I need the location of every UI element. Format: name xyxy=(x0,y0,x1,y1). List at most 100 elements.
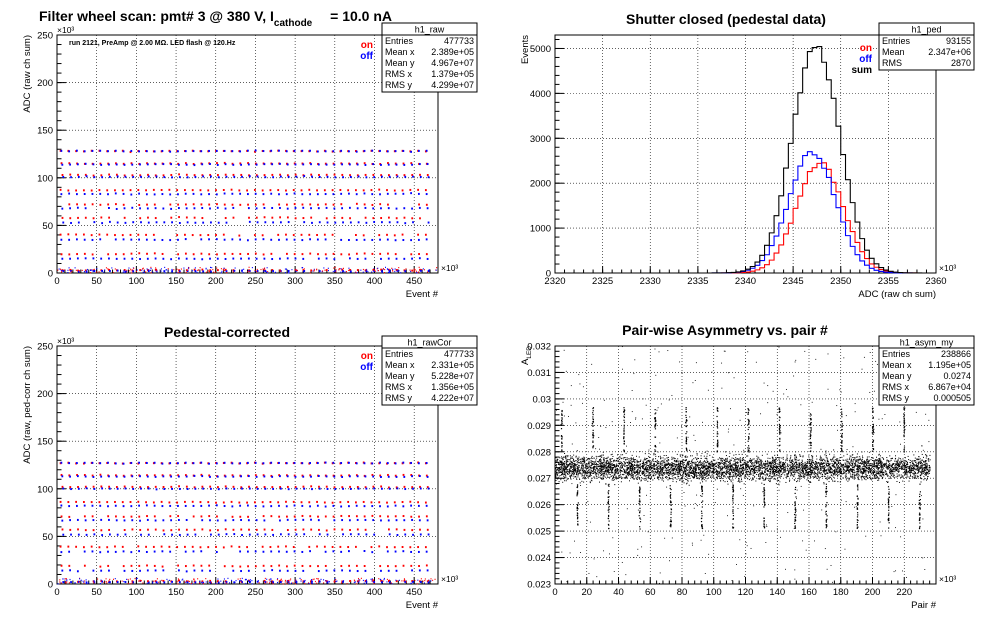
off-marker xyxy=(122,505,125,508)
off-marker xyxy=(185,207,188,210)
off-marker xyxy=(417,462,420,465)
asym-point xyxy=(563,475,565,477)
on-marker xyxy=(217,174,219,177)
asym-point xyxy=(772,461,774,463)
asym-point xyxy=(890,465,892,467)
off-marker xyxy=(107,193,109,196)
asym-point xyxy=(869,470,871,472)
asym-point xyxy=(728,466,730,468)
asym-point xyxy=(858,465,860,467)
asym-point xyxy=(667,470,669,472)
asym-point xyxy=(826,457,828,459)
asym-point xyxy=(709,454,711,456)
noise-marker xyxy=(296,269,298,272)
asym-point xyxy=(638,473,640,475)
off-marker xyxy=(395,519,398,522)
noise-marker xyxy=(344,271,346,273)
on-marker xyxy=(401,501,404,504)
asym-point xyxy=(711,472,713,474)
asym-point xyxy=(622,474,624,476)
asym-point xyxy=(623,469,625,471)
noise-marker xyxy=(70,269,72,271)
asym-point xyxy=(607,465,609,467)
noise-marker xyxy=(365,269,367,271)
asym-point xyxy=(640,469,642,471)
off-marker xyxy=(293,192,296,195)
asym-point xyxy=(598,466,600,468)
on-marker xyxy=(285,500,287,503)
asym-point xyxy=(638,474,640,476)
noise-marker xyxy=(126,269,128,272)
asym-point xyxy=(844,470,846,472)
off-marker xyxy=(293,504,296,507)
noise-marker xyxy=(280,270,282,272)
off-marker xyxy=(140,487,142,490)
on-marker xyxy=(349,579,351,582)
off-marker xyxy=(287,533,290,536)
asym-point xyxy=(610,466,612,468)
asym-point xyxy=(837,474,839,476)
asym-point xyxy=(792,471,794,473)
off-marker xyxy=(114,238,117,241)
on-marker xyxy=(410,162,413,165)
noise-marker xyxy=(427,582,429,584)
on-marker xyxy=(247,203,249,206)
on-marker xyxy=(293,564,296,567)
asym-point xyxy=(929,469,931,471)
noise-marker xyxy=(371,271,373,273)
stats-label: RMS xyxy=(882,58,902,68)
asym-point xyxy=(581,465,583,467)
on-marker xyxy=(68,474,71,477)
asym-point xyxy=(647,474,649,476)
off-marker xyxy=(101,534,104,537)
asym-point xyxy=(889,477,891,479)
on-marker xyxy=(192,162,195,165)
noise-marker xyxy=(356,272,358,274)
asym-point xyxy=(909,462,911,464)
asym-point xyxy=(692,467,694,469)
y-tick-label: 0 xyxy=(546,269,551,280)
off-marker xyxy=(427,176,430,179)
off-marker xyxy=(371,193,374,196)
on-marker xyxy=(207,501,210,504)
on-marker xyxy=(169,203,172,206)
on-marker xyxy=(418,253,420,256)
asym-point xyxy=(836,464,838,466)
noise-marker xyxy=(63,269,65,271)
on-marker xyxy=(98,546,101,549)
noise-marker xyxy=(391,267,393,269)
on-marker xyxy=(261,234,264,237)
off-marker xyxy=(184,150,187,153)
asym-point xyxy=(600,473,602,475)
on-marker xyxy=(145,545,147,548)
asym-point xyxy=(746,471,748,473)
asym-point xyxy=(765,460,767,462)
asym-point xyxy=(757,456,759,458)
off-marker xyxy=(342,487,344,490)
noise-marker xyxy=(427,579,429,581)
on-marker xyxy=(426,486,429,489)
noise-marker xyxy=(335,579,337,581)
on-marker xyxy=(129,233,132,236)
off-marker xyxy=(340,550,343,553)
asym-point xyxy=(692,476,694,478)
off-marker xyxy=(263,569,266,572)
asym-point xyxy=(587,466,589,468)
asym-point xyxy=(581,474,583,476)
asym-point xyxy=(636,466,638,468)
asym-point xyxy=(811,469,813,471)
off-marker xyxy=(386,150,389,153)
on-marker xyxy=(230,500,233,503)
asym-point xyxy=(679,473,681,475)
on-marker xyxy=(356,486,359,489)
asym-point xyxy=(582,465,584,467)
x-tick-label: 400 xyxy=(367,276,383,287)
asym-point xyxy=(714,462,716,464)
off-marker xyxy=(100,518,103,521)
noise-marker xyxy=(373,267,375,270)
asym-point xyxy=(928,460,930,462)
x-tick-label: 300 xyxy=(287,587,303,598)
on-marker xyxy=(362,500,365,503)
on-marker xyxy=(199,234,202,237)
asym-point xyxy=(771,477,773,479)
